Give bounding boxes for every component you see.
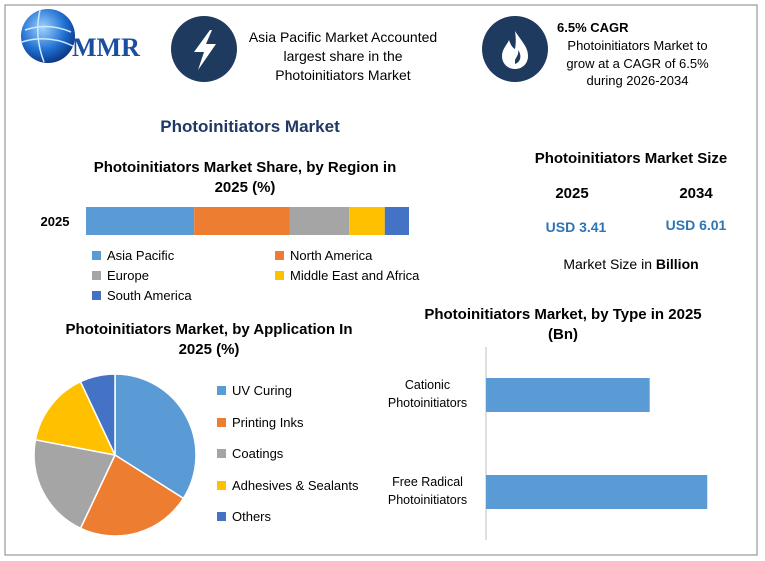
frame (4, 4, 758, 556)
legend-label: Asia Pacific (107, 248, 175, 263)
legend-swatch (275, 271, 284, 280)
legend-label: Europe (107, 268, 149, 283)
bar-segment (289, 207, 350, 235)
size-value: USD 6.01 (665, 217, 727, 233)
size-note-text: Market Size in (563, 256, 653, 272)
size-value: USD 3.41 (545, 219, 607, 235)
callout-text: Photoinitiators Market to grow at a CAGR… (566, 38, 709, 89)
legend-item: North America (275, 249, 372, 263)
category-label: 2025 (40, 214, 70, 229)
legend-label: Others (232, 509, 272, 524)
logo-text: MMR (72, 33, 140, 62)
callout-title: 6.5% CAGR (557, 20, 629, 35)
bar-segment (349, 207, 385, 235)
pie-slice (34, 380, 117, 457)
size-year: 2025 (555, 185, 589, 202)
chart-title: Photoinitiators Market, by Application I… (65, 321, 353, 359)
legend-item: Printing Inks (217, 414, 304, 430)
size-note-unit: Billion (655, 256, 699, 272)
legend-label: North America (290, 248, 373, 263)
logo-globe (21, 9, 75, 63)
legend-item: Adhesives & Sealants (217, 477, 359, 493)
logo-globe-lines (21, 9, 74, 63)
bar-segment (384, 207, 409, 235)
legend-item: Asia Pacific (92, 249, 174, 263)
legend-label: South America (107, 288, 192, 303)
legend-swatch (217, 512, 226, 521)
legend-label: UV Curing (232, 383, 292, 398)
size-note: Market Size in Billion (540, 255, 722, 274)
legend-swatch (217, 480, 226, 490)
legend-item: Middle East and Africa (275, 269, 419, 283)
bar-segment (194, 207, 290, 235)
legend-item: South America (92, 289, 192, 303)
legend-label: Printing Inks (232, 414, 304, 430)
bar-segment (86, 207, 195, 235)
legend-item: Others (217, 510, 271, 524)
category-label: Free Radical Photoinitiators (387, 475, 468, 507)
size-title: Photoinitiators Market Size (534, 150, 728, 167)
callout-text: Asia Pacific Market Accounted largest sh… (248, 29, 438, 83)
bolt-icon (194, 30, 216, 70)
legend-label: Adhesives & Sealants (232, 477, 359, 493)
legend-swatch (217, 386, 226, 395)
main-title: Photoinitiators Market (160, 117, 340, 136)
legend-swatch (92, 291, 101, 300)
category-label: Cationic Photoinitiators (387, 378, 468, 410)
legend-item: Europe (92, 269, 149, 283)
flame-icon (502, 31, 528, 69)
size-year: 2034 (679, 185, 713, 202)
pie-slice (79, 373, 116, 456)
legend-swatch (92, 251, 101, 260)
chart-title: Photoinitiators Market Share, by Region … (93, 159, 397, 197)
legend-swatch (275, 251, 284, 260)
legend-swatch (217, 449, 226, 458)
legend-swatch (217, 417, 226, 427)
legend-swatch (92, 271, 101, 280)
legend-label: Middle East and Africa (290, 268, 420, 283)
bar (486, 475, 708, 509)
pie-slice (33, 438, 117, 530)
legend-item: Coatings (217, 447, 283, 461)
chart-title: Photoinitiators Market, by Type in 2025 … (424, 306, 702, 344)
legend-label: Coatings (232, 446, 284, 461)
legend-item: UV Curing (217, 384, 292, 398)
bar (486, 378, 650, 412)
